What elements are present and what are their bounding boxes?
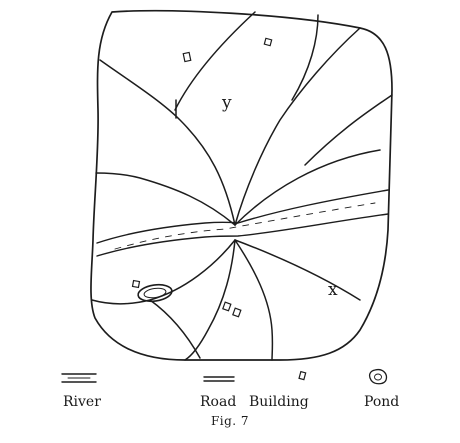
road <box>149 299 201 359</box>
road <box>174 11 256 111</box>
buildings <box>131 37 273 318</box>
road-network <box>91 11 393 361</box>
road <box>234 239 274 361</box>
legend-road-symbol <box>203 376 235 382</box>
legend-river-symbol <box>61 373 97 383</box>
road <box>234 239 361 301</box>
legend-pond-symbol <box>368 368 388 385</box>
building <box>131 279 141 289</box>
legend-label-building: Building <box>249 394 309 410</box>
legend-label-river: River <box>63 394 101 410</box>
figure-caption: Fig. 7 <box>211 414 249 428</box>
road <box>99 59 236 226</box>
building <box>182 51 192 63</box>
pond <box>137 283 173 303</box>
road <box>91 239 236 305</box>
building <box>232 307 242 318</box>
legend-building-symbol <box>298 370 307 381</box>
road <box>95 172 236 226</box>
building <box>222 301 232 312</box>
map-label-y: y <box>221 93 232 113</box>
map-label-x: x <box>328 280 338 300</box>
map-border <box>90 9 393 361</box>
road <box>291 14 319 101</box>
building <box>263 37 273 47</box>
road <box>234 27 361 226</box>
road <box>184 239 236 361</box>
road <box>234 149 381 226</box>
legend-label-pond: Pond <box>364 394 399 410</box>
river <box>96 189 389 257</box>
road <box>304 94 393 166</box>
legend-label-road: Road <box>200 394 236 410</box>
